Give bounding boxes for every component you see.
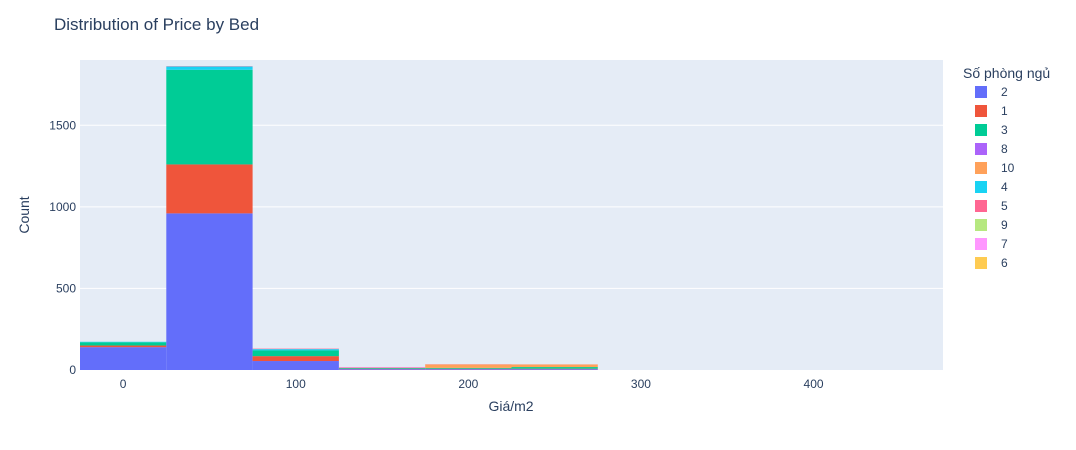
bar-segment-bed-4-bin-1	[166, 66, 253, 70]
y-axis-title: Count	[16, 196, 32, 233]
legend-item-bed-8[interactable]: 8	[975, 142, 1008, 156]
bar-segment-bed-3-bin-5	[511, 367, 598, 369]
legend-swatch	[975, 181, 987, 193]
bar-segment-bed-3-bin-4	[425, 367, 512, 369]
legend-item-bed-10[interactable]: 10	[975, 161, 1015, 175]
bar-segment-bed-3-bin-1	[166, 69, 253, 165]
legend-label: 4	[1001, 180, 1008, 194]
x-tick-label: 400	[804, 377, 824, 391]
legend-swatch	[975, 86, 987, 98]
legend-label: 3	[1001, 123, 1008, 137]
bar-segment-bed-10-bin-4	[425, 364, 512, 368]
legend-label: 5	[1001, 199, 1008, 213]
legend-swatch	[975, 219, 987, 231]
bar-segment-bed-2-bin-4	[425, 369, 512, 370]
legend-swatch	[975, 124, 987, 136]
legend-title: Số phòng ngủ	[963, 65, 1050, 81]
bar-segment-bed-4-bin-2	[252, 349, 339, 351]
bar-segment-bed-3-bin-2	[252, 350, 339, 357]
x-tick-label: 0	[120, 377, 127, 391]
legend-swatch	[975, 238, 987, 250]
bar-segment-bed-2-bin-5	[511, 369, 598, 370]
x-tick-label: 100	[286, 377, 306, 391]
legend-item-bed-3[interactable]: 3	[975, 123, 1008, 137]
legend-label: 6	[1001, 256, 1008, 270]
bars	[80, 66, 598, 370]
x-axis-ticks: 0 100 200 300 400	[120, 377, 824, 391]
chart-title: Distribution of Price by Bed	[54, 15, 259, 34]
y-tick-label: 500	[56, 281, 76, 295]
y-axis-ticks: 0 500 1000 1500	[49, 118, 76, 377]
bar-segment-bed-1-bin-0	[80, 345, 167, 348]
y-tick-label: 1000	[49, 200, 76, 214]
legend-item-bed-6[interactable]: 6	[975, 256, 1008, 270]
y-tick-label: 0	[69, 363, 76, 377]
legend-label: 2	[1001, 85, 1008, 99]
bar-segment-bed-2-bin-0	[80, 347, 167, 370]
legend-label: 10	[1001, 161, 1015, 175]
x-tick-label: 300	[631, 377, 651, 391]
legend-label: 9	[1001, 218, 1008, 232]
legend-label: 1	[1001, 104, 1008, 118]
legend-item-bed-4[interactable]: 4	[975, 180, 1008, 194]
legend-swatch	[975, 143, 987, 155]
legend: 2 1 3 8 10 4 5 9 7 6	[975, 85, 1015, 270]
x-tick-label: 200	[458, 377, 478, 391]
legend-swatch	[975, 257, 987, 269]
bar-segment-bed-3-bin-3	[338, 367, 426, 369]
bar-segment-bed-1-bin-1	[166, 164, 253, 214]
legend-item-bed-9[interactable]: 9	[975, 218, 1008, 232]
legend-swatch	[975, 162, 987, 174]
bar-segment-bed-2-bin-2	[252, 361, 339, 370]
bar-segment-bed-2-bin-1	[166, 213, 253, 370]
legend-label: 8	[1001, 142, 1008, 156]
bar-segment-bed-2-bin-3	[338, 369, 426, 370]
legend-item-bed-2[interactable]: 2	[975, 85, 1008, 99]
legend-swatch	[975, 105, 987, 117]
bar-segment-bed-10-bin-5	[511, 364, 598, 368]
bar-segment-bed-3-bin-0	[80, 342, 167, 346]
legend-item-bed-5[interactable]: 5	[975, 199, 1008, 213]
x-axis-title: Giá/m2	[488, 398, 533, 414]
legend-label: 7	[1001, 237, 1008, 251]
bar-segment-bed-1-bin-2	[252, 356, 339, 362]
y-tick-label: 1500	[49, 118, 76, 132]
legend-swatch	[975, 200, 987, 212]
legend-item-bed-1[interactable]: 1	[975, 104, 1008, 118]
legend-item-bed-7[interactable]: 7	[975, 237, 1008, 251]
